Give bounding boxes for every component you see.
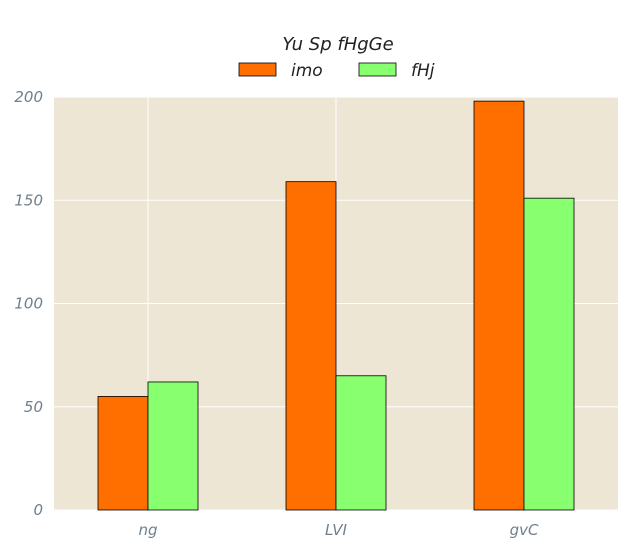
bar-imo-gvC [474, 101, 524, 510]
bar-fHj-gvC [524, 198, 574, 510]
y-tick-label: 100 [14, 295, 43, 313]
x-tick-label: gvC [510, 521, 539, 539]
bar-imo-ng [98, 396, 148, 510]
bar-fHj-LVI [336, 376, 386, 510]
y-tick-label: 150 [14, 191, 43, 209]
legend-swatch-imo [239, 63, 276, 76]
x-axis-ticks: ng LVI gvC [138, 521, 538, 539]
legend: Yu Sp fHgGe imo fHj [239, 34, 435, 81]
legend-swatch-fHj [359, 63, 396, 76]
y-tick-label: 0 [33, 501, 43, 519]
legend-label-imo: imo [291, 61, 323, 81]
y-axis-ticks: 0 50 100 150 200 [14, 88, 43, 519]
y-tick-label: 200 [14, 88, 43, 106]
legend-label-fHj: fHj [411, 61, 435, 81]
x-tick-label: ng [138, 521, 157, 539]
legend-title: Yu Sp fHgGe [282, 34, 393, 55]
x-tick-label: LVI [325, 521, 348, 539]
bar-fHj-ng [148, 382, 198, 510]
bar-imo-LVI [286, 182, 336, 510]
y-tick-label: 50 [24, 398, 43, 416]
